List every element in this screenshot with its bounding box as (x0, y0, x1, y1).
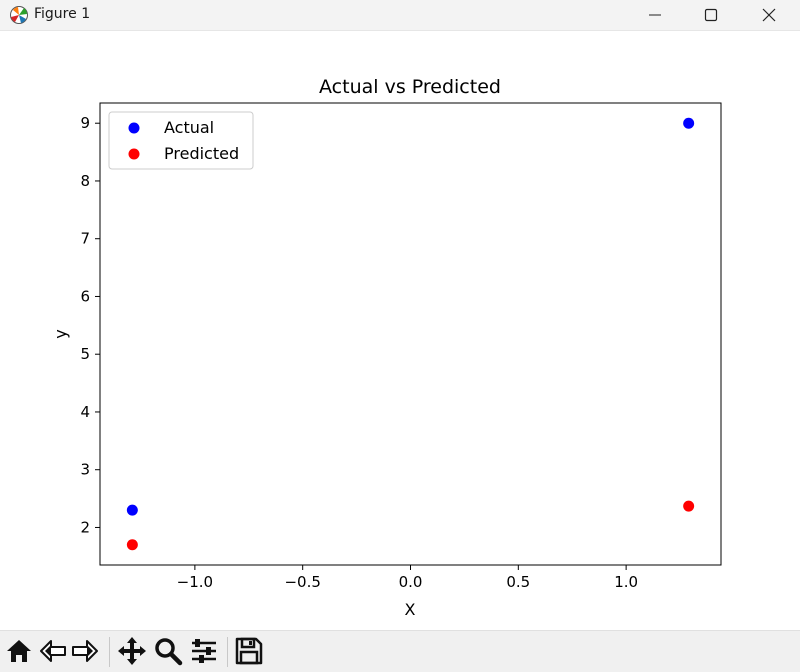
window-title: Figure 1 (34, 6, 91, 22)
forward-button[interactable] (70, 636, 102, 668)
point-actual (126, 504, 138, 516)
y-tick-label: 6 (80, 287, 90, 305)
home-button[interactable] (4, 636, 36, 668)
pan-icon (118, 637, 146, 665)
y-tick-label: 9 (80, 114, 90, 132)
toolbar-separator (227, 637, 228, 667)
legend-marker-actual (128, 122, 140, 134)
x-tick-label: 0.5 (506, 573, 530, 591)
close-button[interactable] (746, 0, 792, 30)
x-tick-label: 0.0 (399, 573, 423, 591)
back-icon (40, 640, 66, 662)
x-tick-label: −0.5 (284, 573, 320, 591)
home-icon (7, 640, 31, 662)
save-icon (235, 637, 263, 665)
x-tick-label: 1.0 (614, 573, 638, 591)
zoom-icon (155, 638, 183, 666)
pan-button[interactable] (117, 636, 149, 668)
legend-box (108, 111, 254, 170)
minimize-icon (649, 14, 661, 16)
window-titlebar: Figure 1 (0, 0, 800, 31)
y-tick-label: 3 (80, 461, 90, 479)
close-icon (762, 8, 776, 22)
zoom-button[interactable] (153, 636, 185, 668)
configure-subplots-icon (192, 639, 216, 663)
y-axis-label: y (51, 329, 70, 338)
x-axis-label: X (405, 600, 416, 619)
plot-area (99, 102, 722, 566)
configure-subplots-button[interactable] (189, 636, 221, 668)
y-tick-label: 2 (80, 518, 90, 536)
matplotlib-logo-icon (10, 6, 28, 24)
toolbar-separator (109, 637, 110, 667)
legend: Actual Predicted (108, 111, 254, 170)
maximize-icon (704, 8, 718, 22)
legend-marker-predicted (128, 148, 140, 160)
navigation-toolbar (0, 630, 800, 672)
figure-canvas[interactable]: Actual vs Predicted −1.0 −0.5 0.0 0.5 1.0 2 3… (0, 31, 800, 630)
chart-title: Actual vs Predicted (319, 76, 501, 98)
legend-label-predicted: Predicted (164, 144, 239, 163)
back-button[interactable] (38, 636, 70, 668)
x-tick-label: −1.0 (177, 573, 213, 591)
save-button[interactable] (234, 636, 266, 668)
maximize-button[interactable] (688, 0, 734, 30)
point-predicted (126, 539, 138, 551)
y-tick-label: 8 (80, 172, 90, 190)
point-predicted (683, 500, 695, 512)
y-tick-label: 4 (80, 403, 90, 421)
y-tick-label: 5 (80, 345, 90, 363)
scatter-chart: Actual vs Predicted −1.0 −0.5 0.0 0.5 1.0 2 3… (51, 76, 722, 619)
legend-label-actual: Actual (164, 118, 214, 137)
point-actual (683, 117, 695, 129)
minimize-button[interactable] (632, 0, 678, 30)
forward-icon (72, 640, 98, 662)
y-tick-label: 7 (80, 230, 90, 248)
